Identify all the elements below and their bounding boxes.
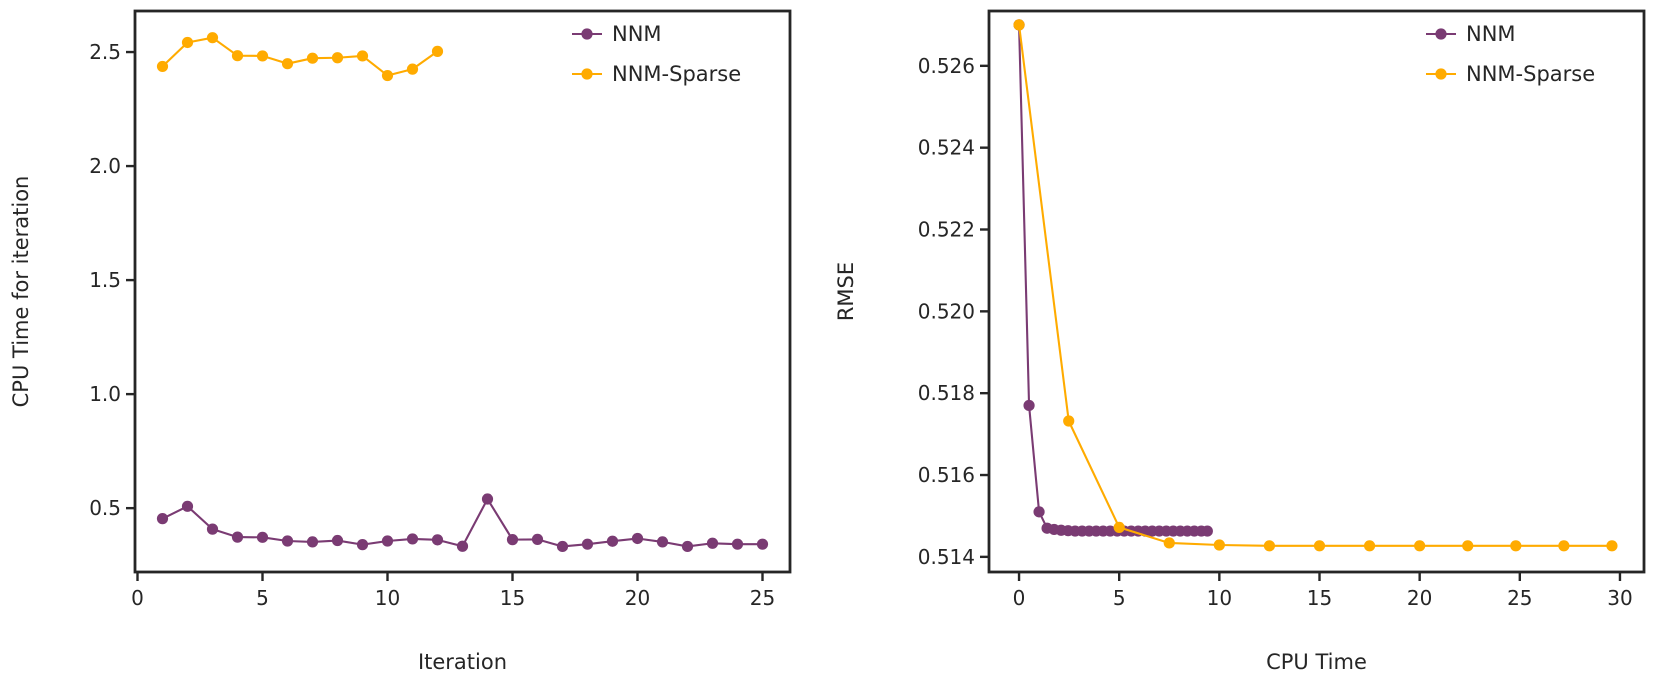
data-point (206, 523, 219, 535)
data-point (381, 535, 394, 547)
data-point (506, 534, 519, 546)
y-tick-label: 0.518 (918, 381, 975, 405)
x-tick-label: 10 (375, 586, 400, 610)
y-axis-label: RMSE (834, 262, 858, 321)
y-tick-label: 2.0 (89, 154, 121, 178)
data-point (581, 538, 594, 550)
x-tick-label: 20 (625, 586, 650, 610)
data-point (631, 532, 644, 545)
data-point (1213, 539, 1225, 551)
y-axis-label: CPU Time for iteration (9, 176, 33, 408)
y-tick-label: 0.520 (918, 299, 975, 323)
legend-marker (1435, 68, 1447, 80)
data-point (1063, 415, 1075, 427)
data-point (431, 45, 444, 57)
data-point (406, 533, 419, 545)
left-chart: 0 5 10 15 20 25 0.5 1.0 1.5 2.0 2.5 Iteration CPU Ti… (9, 9, 792, 674)
data-point (431, 534, 444, 546)
x-tick-label: 25 (750, 586, 775, 610)
data-point (1414, 540, 1426, 552)
data-point (356, 539, 369, 551)
legend-label: NNM-Sparse (612, 62, 741, 86)
data-point (1606, 540, 1618, 552)
y-tick-label: 0.5 (89, 496, 121, 520)
data-point (206, 32, 219, 44)
data-point (1462, 540, 1474, 552)
data-point (331, 534, 344, 547)
data-point (1558, 540, 1570, 552)
x-axis-label: Iteration (418, 650, 507, 674)
data-point (281, 535, 294, 547)
data-point (731, 538, 744, 550)
series-line (1018, 24, 1612, 547)
x-tick-label: 15 (1307, 586, 1332, 610)
right-chart: 0 5 10 15 20 25 30 0.514 0.516 0.518 0.520 0.522 0.5… (834, 9, 1646, 674)
data-point (606, 535, 619, 547)
data-point (656, 536, 669, 548)
data-point (756, 538, 769, 550)
data-point (1313, 540, 1326, 552)
legend-label: NNM-Sparse (1466, 62, 1595, 86)
y-tick-label: 0.516 (918, 463, 975, 487)
x-tick-label: 5 (256, 586, 269, 610)
data-point (681, 540, 694, 553)
data-point (231, 50, 244, 62)
data-point (1510, 540, 1522, 552)
data-point (1023, 399, 1035, 412)
data-point (1163, 537, 1175, 549)
data-point (481, 493, 494, 505)
data-point (231, 531, 244, 543)
series-line (162, 497, 763, 548)
legend-marker (581, 68, 593, 80)
series-line (161, 36, 439, 77)
y-tick-label: 1.0 (89, 382, 121, 406)
x-axis-label: CPU Time (1266, 650, 1367, 674)
series-line (1018, 24, 1208, 533)
x-tick-label: 15 (500, 586, 525, 610)
x-tick-label: 25 (1507, 586, 1532, 610)
data-point (156, 513, 169, 525)
data-point (531, 533, 544, 545)
data-point (706, 537, 719, 549)
data-point (356, 50, 369, 62)
data-point (1263, 540, 1276, 552)
data-point (1363, 540, 1376, 552)
legend-label: NNM (612, 22, 662, 46)
data-point (181, 36, 194, 49)
data-point (181, 500, 194, 512)
x-tick-label: 0 (131, 586, 144, 610)
data-point (1201, 525, 1213, 537)
x-tick-label: 0 (1013, 586, 1026, 610)
data-point (406, 63, 419, 75)
x-tick-label: 30 (1607, 586, 1632, 610)
data-point (306, 52, 319, 64)
x-tick-label: 20 (1407, 586, 1432, 610)
plot-frame (133, 9, 792, 574)
data-point (1013, 19, 1025, 31)
x-tick-label: 5 (1113, 586, 1126, 610)
y-tick-label: 0.522 (918, 218, 975, 242)
y-tick-label: 2.5 (89, 40, 121, 64)
data-point (1113, 521, 1125, 533)
data-point (256, 531, 269, 543)
x-tick-label: 10 (1207, 586, 1232, 610)
data-point (381, 69, 394, 82)
data-point (281, 58, 294, 70)
y-tick-label: 1.5 (89, 268, 121, 292)
plot-frame (987, 9, 1646, 574)
y-tick-label: 0.526 (918, 54, 975, 78)
y-tick-label: 0.524 (918, 136, 975, 160)
data-point (256, 50, 269, 62)
y-tick-label: 0.514 (918, 545, 975, 569)
data-point (156, 60, 169, 73)
data-point (1033, 506, 1045, 518)
legend-label: NNM (1466, 22, 1516, 46)
legend-marker (581, 28, 593, 40)
data-point (331, 52, 344, 64)
data-point (306, 536, 319, 548)
data-point (556, 540, 569, 553)
data-point (456, 540, 469, 552)
legend-marker (1435, 28, 1447, 40)
